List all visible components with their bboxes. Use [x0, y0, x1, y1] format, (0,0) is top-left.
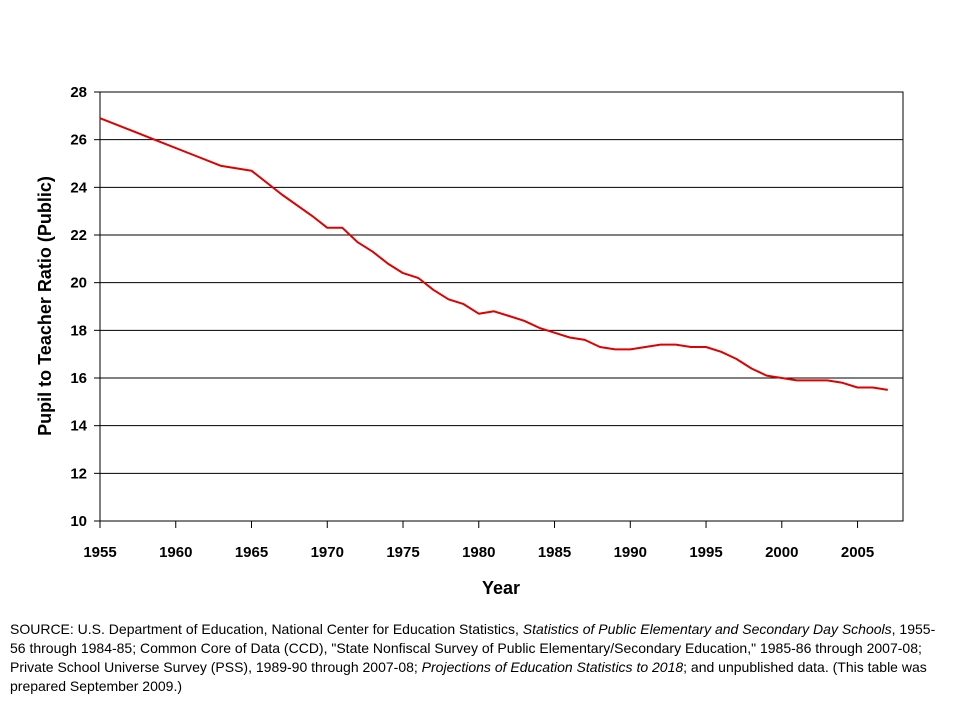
series-line — [99, 117, 888, 391]
x-tick-label: 2005 — [841, 544, 874, 561]
y-tick-label: 28 — [70, 84, 87, 101]
source-note: SOURCE: U.S. Department of Education, Na… — [10, 620, 950, 696]
y-axis: 10 12 14 16 18 20 22 24 26 28 — [70, 84, 100, 530]
plot-area-frame — [99, 91, 904, 522]
gridlines — [100, 91, 903, 522]
x-tick-label: 2000 — [765, 544, 798, 561]
y-tick-label: 16 — [70, 370, 87, 387]
y-tick-label: 18 — [70, 322, 87, 339]
x-axis-title: Year — [482, 578, 520, 598]
x-tick-label: 1995 — [689, 544, 722, 561]
x-tick-label: 1955 — [83, 544, 116, 561]
line-chart: 10 12 14 16 18 20 22 24 26 28 1955 1960 1965 1970 197… — [35, 84, 904, 598]
x-tick-label: 1970 — [311, 544, 344, 561]
source-title-2: Projections of Education Statistics to 2… — [421, 659, 684, 675]
x-axis: 1955 1960 1965 1970 1975 1980 1985 1990 1995 2000… — [83, 521, 874, 561]
series-layer — [99, 117, 888, 391]
x-tick-label: 1985 — [538, 544, 571, 561]
y-tick-label: 20 — [70, 275, 87, 292]
y-axis-title: Pupil to Teacher Ratio (Public) — [35, 176, 55, 436]
x-tick-label: 1965 — [235, 544, 268, 561]
source-text-2: , 1955-56 through 1984-85; Common Core o… — [10, 621, 936, 675]
x-tick-label: 1980 — [462, 544, 495, 561]
source-text-3: ; and unpublished data. (This table was … — [10, 659, 927, 694]
y-tick-label: 12 — [70, 465, 87, 482]
y-tick-label: 14 — [70, 418, 87, 435]
source-text-1: SOURCE: U.S. Department of Education, Na… — [10, 621, 523, 637]
x-tick-label: 1975 — [386, 544, 419, 561]
x-tick-label: 1960 — [159, 544, 192, 561]
source-title-1: Statistics of Public Elementary and Seco… — [522, 621, 892, 637]
y-tick-label: 22 — [70, 227, 87, 244]
y-tick-label: 10 — [70, 513, 87, 530]
x-tick-label: 1990 — [614, 544, 647, 561]
y-tick-label: 26 — [70, 132, 87, 149]
y-tick-label: 24 — [70, 179, 87, 196]
